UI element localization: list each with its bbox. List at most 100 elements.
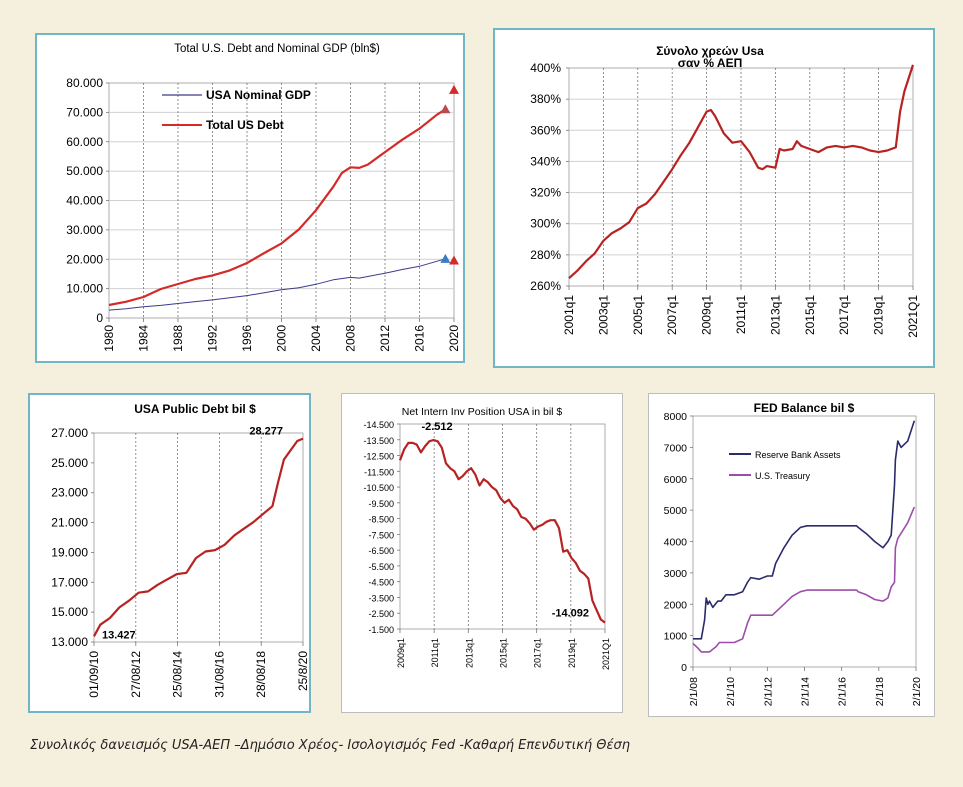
x-tick-label: 2020 bbox=[447, 325, 461, 352]
data-label: 28.277 bbox=[249, 426, 283, 438]
x-tick-label: 2009q1 bbox=[700, 295, 714, 335]
chart-title: Total U.S. Debt and Nominal GDP (bln$) bbox=[174, 43, 380, 55]
x-tick-label: 1980 bbox=[102, 325, 116, 352]
x-tick-label: 2011q1 bbox=[734, 295, 748, 334]
y-tick-label: 3000 bbox=[664, 568, 688, 580]
chart-title: Net Intern Inv Position USA in bil $ bbox=[402, 406, 563, 418]
y-tick-label: -14.500 bbox=[363, 420, 394, 430]
y-tick-label: -6.500 bbox=[368, 546, 394, 556]
y-tick-label: 27.000 bbox=[51, 426, 88, 440]
x-tick-label: 2/1/10 bbox=[725, 677, 737, 706]
niip-chart: Net Intern Inv Position USA in bil $ -1.5… bbox=[363, 406, 611, 670]
x-tick-label: 1996 bbox=[240, 325, 254, 352]
x-tick-label: 2000 bbox=[275, 325, 289, 352]
x-tick-label: 2017q1 bbox=[533, 638, 543, 668]
y-tick-label: 280% bbox=[530, 248, 561, 262]
y-tick-label: 0 bbox=[681, 662, 687, 674]
chart-title: Σύνολο χρεών Usa bbox=[656, 44, 764, 58]
y-tick-label: -11.500 bbox=[364, 467, 394, 477]
x-tick-label: 2/1/08 bbox=[688, 677, 700, 706]
x-tick-label: 31/08/16 bbox=[212, 651, 226, 698]
y-tick-label: 10.000 bbox=[66, 282, 103, 296]
chart-panel-niip: Net Intern Inv Position USA in bil $ -1.5… bbox=[341, 393, 623, 713]
x-tick-label: 2009q1 bbox=[396, 638, 406, 668]
x-tick-label: 2008 bbox=[344, 325, 358, 352]
caption: Συνολικός δανεισμός USA-ΑΕΠ –Δημόσιο Χρέ… bbox=[30, 738, 630, 753]
series-line-0 bbox=[108, 258, 446, 311]
plot-area bbox=[399, 423, 606, 630]
y-tick-label: -3.500 bbox=[368, 593, 394, 603]
marker-triangle-1 bbox=[449, 84, 459, 94]
y-tick-label: 70.000 bbox=[66, 105, 103, 119]
x-tick-label: 2/1/16 bbox=[837, 677, 849, 706]
x-tick-label: 1988 bbox=[171, 325, 185, 352]
y-tick-label: 23.000 bbox=[51, 486, 88, 500]
y-tick-label: -10.500 bbox=[363, 483, 394, 493]
y-tick-label: 5000 bbox=[664, 505, 688, 517]
y-tick-label: 15.000 bbox=[51, 605, 88, 619]
y-tick-label: -4.500 bbox=[368, 578, 394, 588]
chart-panel-debt-gdp: Total U.S. Debt and Nominal GDP (bln$) 0 1… bbox=[35, 33, 465, 363]
x-tick-label: 2007q1 bbox=[665, 295, 679, 335]
marker-triangle-2 bbox=[440, 253, 451, 263]
legend-label: U.S. Treasury bbox=[755, 471, 811, 481]
x-tick-label: 2015q1 bbox=[499, 638, 509, 668]
chart-panel-fed: FED Balance bil $ 0 1000 2000 3000 4000 5000 60… bbox=[648, 393, 935, 717]
y-tick-label: -9.500 bbox=[368, 499, 394, 509]
x-tick-label: 2021Q1 bbox=[906, 295, 920, 338]
chart-subtitle: σαν % ΑΕΠ bbox=[678, 56, 743, 70]
y-tick-label: 21.000 bbox=[51, 516, 88, 530]
x-tick-label: 2019q1 bbox=[872, 295, 886, 335]
y-tick-label: 40.000 bbox=[66, 194, 103, 208]
series-line-0 bbox=[693, 420, 916, 640]
y-tick-label: 400% bbox=[530, 61, 561, 75]
x-tick-label: 27/08/12 bbox=[129, 651, 143, 698]
y-tick-label: 2000 bbox=[664, 599, 688, 611]
y-tick-label: 0 bbox=[96, 311, 103, 325]
y-tick-label: 4000 bbox=[664, 537, 688, 549]
y-tick-label: 25.000 bbox=[51, 456, 88, 470]
x-tick-label: 2016 bbox=[413, 325, 427, 352]
y-tick-label: -1.500 bbox=[368, 625, 394, 635]
y-tick-label: 60.000 bbox=[66, 135, 103, 149]
y-tick-label: 13.000 bbox=[51, 635, 88, 649]
x-tick-label: 2001q1 bbox=[562, 295, 576, 335]
x-tick-label: 1992 bbox=[206, 325, 220, 352]
series-line-1 bbox=[692, 506, 916, 653]
x-tick-label: 2015q1 bbox=[803, 295, 817, 335]
y-tick-label: 1000 bbox=[664, 631, 688, 643]
series-line-0 bbox=[398, 438, 606, 624]
x-tick-label: 2017q1 bbox=[837, 295, 851, 335]
legend-label: USA Nominal GDP bbox=[206, 88, 311, 102]
fed-balance-chart: FED Balance bil $ 0 1000 2000 3000 4000 5000 60… bbox=[664, 401, 923, 706]
chart-panel-public-debt: USA Public Debt bil $ 13.000 15.000 17.000 1… bbox=[28, 393, 311, 713]
y-tick-label: -12.500 bbox=[363, 452, 394, 462]
y-tick-label: 8000 bbox=[664, 411, 688, 423]
x-tick-label: 2013q1 bbox=[768, 295, 782, 335]
x-tick-label: 2004 bbox=[309, 325, 323, 352]
x-tick-label: 2011q1 bbox=[430, 638, 440, 667]
y-tick-label: 360% bbox=[530, 123, 561, 137]
y-tick-label: 380% bbox=[530, 92, 561, 106]
x-tick-label: 2003q1 bbox=[596, 295, 610, 335]
debt-gdp-chart: Total U.S. Debt and Nominal GDP (bln$)01… bbox=[66, 43, 461, 352]
chart-title: FED Balance bil $ bbox=[754, 401, 855, 415]
y-tick-label: 50.000 bbox=[66, 164, 103, 178]
y-tick-label: 30.000 bbox=[66, 223, 103, 237]
y-tick-label: 20.000 bbox=[66, 252, 103, 266]
y-tick-label: 80.000 bbox=[66, 76, 103, 90]
y-tick-label: 19.000 bbox=[51, 545, 88, 559]
public-debt-chart: USA Public Debt bil $ 13.000 15.000 17.000 1… bbox=[51, 402, 310, 698]
series-line-0 bbox=[93, 437, 304, 637]
x-tick-label: 2021Q1 bbox=[601, 638, 611, 670]
y-tick-label: -7.500 bbox=[368, 530, 394, 540]
chart-title: USA Public Debt bil $ bbox=[134, 402, 256, 416]
x-tick-label: 2/1/18 bbox=[874, 677, 886, 706]
x-tick-label: 2/1/14 bbox=[800, 677, 812, 706]
x-tick-label: 1984 bbox=[137, 325, 151, 352]
chart-panel-debt-pct: Σύνολο χρεών Usa σαν % ΑΕΠ 260% 280% 300% 320… bbox=[493, 28, 935, 368]
x-tick-label: 01/09/10 bbox=[87, 651, 101, 698]
y-tick-label: -2.500 bbox=[368, 609, 394, 619]
x-tick-label: 2013q1 bbox=[464, 638, 474, 668]
